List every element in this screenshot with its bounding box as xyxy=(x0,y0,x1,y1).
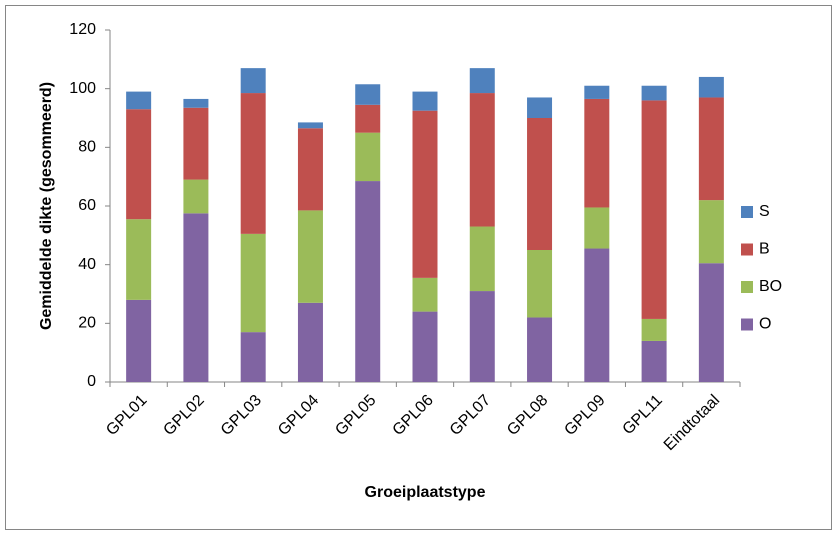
bar-segment xyxy=(355,181,381,382)
bar-segment xyxy=(584,248,610,382)
bar-segment xyxy=(584,98,610,208)
legend-label: S xyxy=(759,203,770,220)
bar-segment xyxy=(240,332,266,382)
bar-segment xyxy=(469,93,495,227)
legend-swatch xyxy=(741,206,753,218)
bar-segment xyxy=(412,110,438,278)
bar-segment xyxy=(240,93,266,234)
bar-segment xyxy=(355,84,381,105)
bar-segment xyxy=(183,107,209,180)
bar-segment xyxy=(297,122,323,129)
y-tick-label: 100 xyxy=(69,80,96,97)
bar-segment xyxy=(126,299,152,382)
bar-segment xyxy=(240,233,266,333)
bar-segment xyxy=(698,200,724,264)
y-tick-label: 60 xyxy=(78,197,96,214)
bar-segment xyxy=(469,291,495,382)
bar-segment xyxy=(126,219,152,300)
legend-swatch xyxy=(741,243,753,256)
y-tick-label: 20 xyxy=(78,315,96,332)
bar-segment xyxy=(641,340,667,382)
bar-segment xyxy=(527,317,553,382)
bar-segment xyxy=(183,213,209,382)
bar-segment xyxy=(641,318,667,341)
bar-segment xyxy=(355,132,381,182)
y-tick-label: 80 xyxy=(78,139,96,156)
bar-segment xyxy=(584,207,610,249)
bar-segment xyxy=(183,179,209,214)
legend-swatch xyxy=(741,318,753,331)
y-tick-label: 40 xyxy=(78,256,96,273)
y-tick-label: 120 xyxy=(69,21,96,38)
bar-segment xyxy=(527,250,553,318)
bar-segment xyxy=(297,128,323,211)
bar-segment xyxy=(297,210,323,303)
bar-segment xyxy=(183,98,209,108)
legend-label: O xyxy=(759,316,771,333)
bar-segment xyxy=(698,97,724,201)
bar-segment xyxy=(412,311,438,382)
legend-label: BO xyxy=(759,278,782,295)
bar-segment xyxy=(641,85,667,101)
bar-segment xyxy=(469,68,495,94)
bar-segment xyxy=(698,76,724,98)
bar-segment xyxy=(641,100,667,319)
bar-segment xyxy=(355,104,381,133)
legend-swatch xyxy=(741,281,753,293)
x-axis-title: Groeiplaatstype xyxy=(365,484,486,501)
bar-segment xyxy=(698,263,724,382)
bar-segment xyxy=(412,277,438,312)
legend-label: B xyxy=(759,241,770,258)
bar-segment xyxy=(469,226,495,292)
bar-segment xyxy=(527,118,553,250)
bar-segment xyxy=(126,91,152,110)
y-tick-label: 0 xyxy=(87,373,96,390)
bar-segment xyxy=(584,85,610,99)
bar-segment xyxy=(126,109,152,220)
bar-segment xyxy=(297,302,323,382)
y-axis-title: Gemiddelde dikte (gesommeerd) xyxy=(38,82,55,330)
bar-segment xyxy=(527,97,553,118)
bar-segment xyxy=(240,68,266,94)
bar-segment xyxy=(412,91,438,111)
